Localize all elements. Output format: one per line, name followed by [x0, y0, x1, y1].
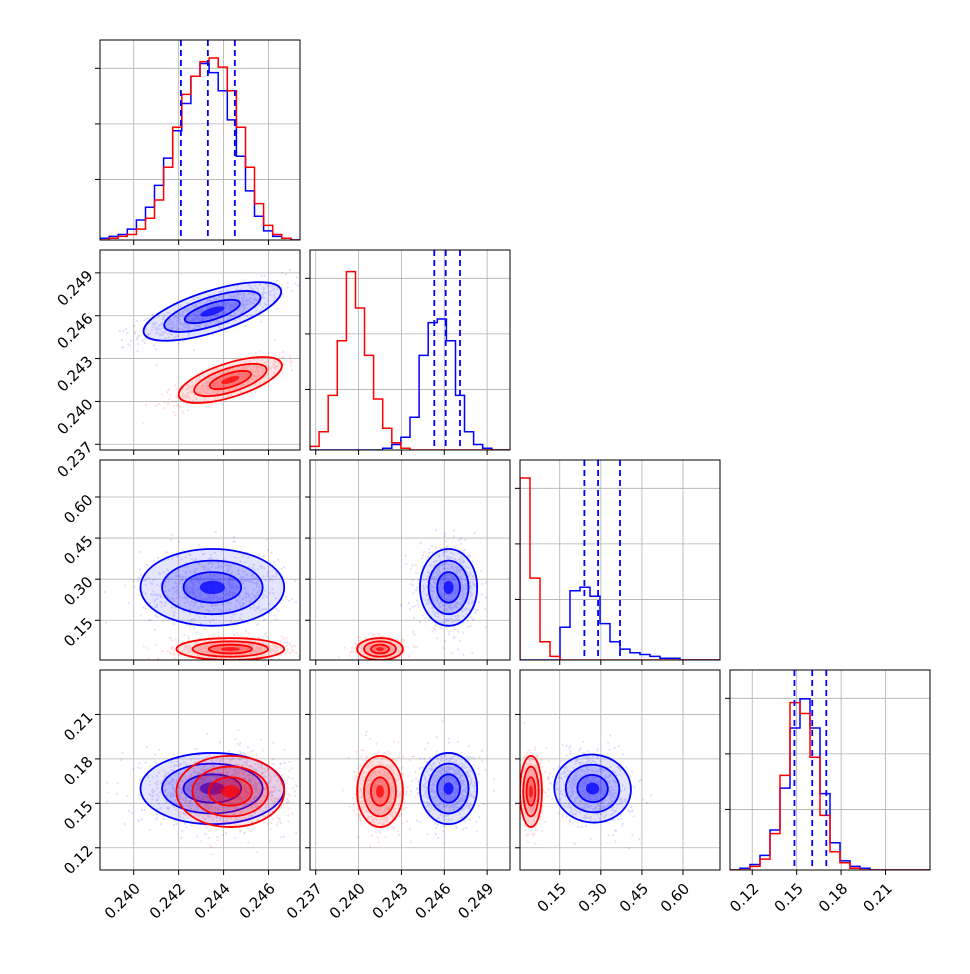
histogram-step — [730, 701, 930, 870]
histogram-step — [310, 318, 510, 450]
panel-frame — [99, 39, 301, 241]
tick-label-x: 0.246 — [236, 880, 279, 923]
histogram-red-0 — [100, 57, 300, 240]
scatter-blue-0-1 — [118, 268, 300, 367]
panel-frame — [99, 669, 301, 871]
density-contour — [376, 785, 384, 798]
density-contour — [529, 785, 533, 798]
tick-label-y: 0.246 — [53, 310, 96, 353]
tick-label-x: 0.21 — [859, 880, 895, 916]
tick-label-x: 0.243 — [369, 880, 412, 923]
scatter-blue-1-2 — [399, 528, 488, 656]
tick-label-x: 0.12 — [726, 880, 762, 916]
density-contour — [199, 580, 225, 595]
density-contour — [199, 782, 225, 795]
panel-2-2 — [515, 460, 720, 665]
density-contour — [443, 782, 454, 795]
scatter-blue-2-3 — [529, 734, 653, 850]
histogram-step — [310, 270, 510, 450]
tick-label-x: 0.240 — [326, 880, 369, 923]
panel-frame — [729, 669, 931, 871]
scatter-red-0-3 — [152, 738, 299, 856]
scatter-red-2-3 — [520, 722, 550, 845]
panel-0-0 — [95, 40, 300, 245]
tick-label-y: 0.21 — [60, 708, 96, 744]
histogram-step — [520, 477, 720, 660]
tick-label-y: 0.45 — [60, 532, 96, 568]
panel-frame — [519, 459, 721, 661]
panel-frame — [309, 459, 511, 661]
panel-frame — [309, 669, 511, 871]
scatter-points — [118, 268, 300, 367]
tick-label-y: 0.15 — [60, 614, 96, 650]
tick-label-x: 0.249 — [454, 880, 497, 923]
tick-label-x: 0.15 — [534, 880, 570, 916]
scatter-red-1-3 — [341, 730, 419, 848]
panel-1-1 — [305, 250, 510, 455]
scatter-blue-0-3 — [100, 728, 300, 843]
histogram-red-1 — [310, 270, 510, 450]
density-contour — [443, 580, 454, 595]
tick-label-y: 0.15 — [60, 797, 96, 833]
tick-label-x: 0.240 — [101, 880, 144, 923]
tick-label-y: 0.249 — [53, 267, 96, 310]
tick-label-y: 0.243 — [53, 352, 96, 395]
tick-label-x: 0.15 — [771, 880, 807, 916]
histogram-red-2 — [520, 477, 720, 660]
tick-label-y: 0.60 — [60, 491, 96, 527]
panel-frame — [99, 249, 301, 451]
scatter-red-0-1 — [142, 338, 294, 425]
panel-frame — [519, 669, 721, 871]
density-contour — [221, 375, 240, 385]
scatter-red-1-2 — [337, 632, 419, 660]
panel-frame — [309, 249, 511, 451]
density-contour — [200, 306, 225, 317]
density-contour — [220, 785, 240, 798]
panel-frame — [99, 459, 301, 661]
scatter-red-0-2 — [142, 632, 300, 660]
density-contour — [376, 647, 384, 651]
histogram-red-3 — [730, 701, 930, 870]
tick-label-y: 0.18 — [60, 753, 96, 789]
tick-label-x: 0.30 — [575, 880, 611, 916]
histogram-blue-1 — [310, 318, 510, 450]
scatter-blue-1-3 — [404, 720, 496, 839]
tick-label-y: 0.237 — [53, 438, 96, 481]
tick-label-y: 0.240 — [53, 395, 96, 438]
density-contour — [585, 782, 600, 795]
tick-label-x: 0.18 — [815, 880, 851, 916]
scatter-blue-0-2 — [103, 531, 300, 645]
tick-label-y: 0.12 — [60, 842, 96, 878]
tick-label-x: 0.242 — [146, 880, 189, 923]
histogram-step — [100, 62, 300, 240]
tick-label-x: 0.60 — [657, 880, 693, 916]
tick-label-y: 0.30 — [60, 573, 96, 609]
tick-label-x: 0.244 — [191, 880, 234, 923]
histogram-blue-0 — [100, 62, 300, 240]
panel-1-2 — [305, 460, 510, 665]
tick-label-x: 0.246 — [411, 880, 454, 923]
tick-label-x: 0.45 — [616, 880, 652, 916]
density-contour — [220, 647, 240, 651]
histogram-step — [100, 57, 300, 240]
tick-label-x: 0.237 — [283, 880, 326, 923]
